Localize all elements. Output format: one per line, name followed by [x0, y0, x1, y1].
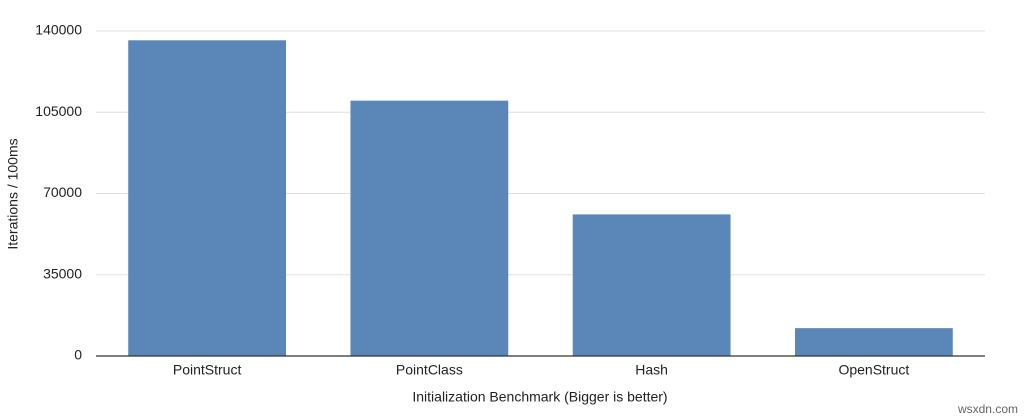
x-tick-label: PointStruct: [173, 362, 242, 378]
watermark: wsxdn.com: [957, 402, 1018, 416]
x-axis-label: Initialization Benchmark (Bigger is bett…: [412, 389, 667, 405]
y-axis-label: Iterations / 100ms: [5, 138, 21, 249]
y-tick-label: 140000: [35, 22, 82, 38]
y-tick-label: 70000: [43, 184, 82, 200]
bar: [128, 40, 287, 357]
x-tick-label: PointClass: [396, 362, 463, 378]
x-tick-label: OpenStruct: [838, 362, 909, 378]
x-tick-label: Hash: [635, 362, 668, 378]
y-tick-label: 35000: [43, 265, 82, 281]
bar: [350, 100, 509, 357]
y-tick-label: 0: [74, 347, 82, 363]
y-tick-label: 105000: [35, 103, 82, 119]
bar: [572, 214, 731, 356]
bar: [794, 328, 953, 356]
